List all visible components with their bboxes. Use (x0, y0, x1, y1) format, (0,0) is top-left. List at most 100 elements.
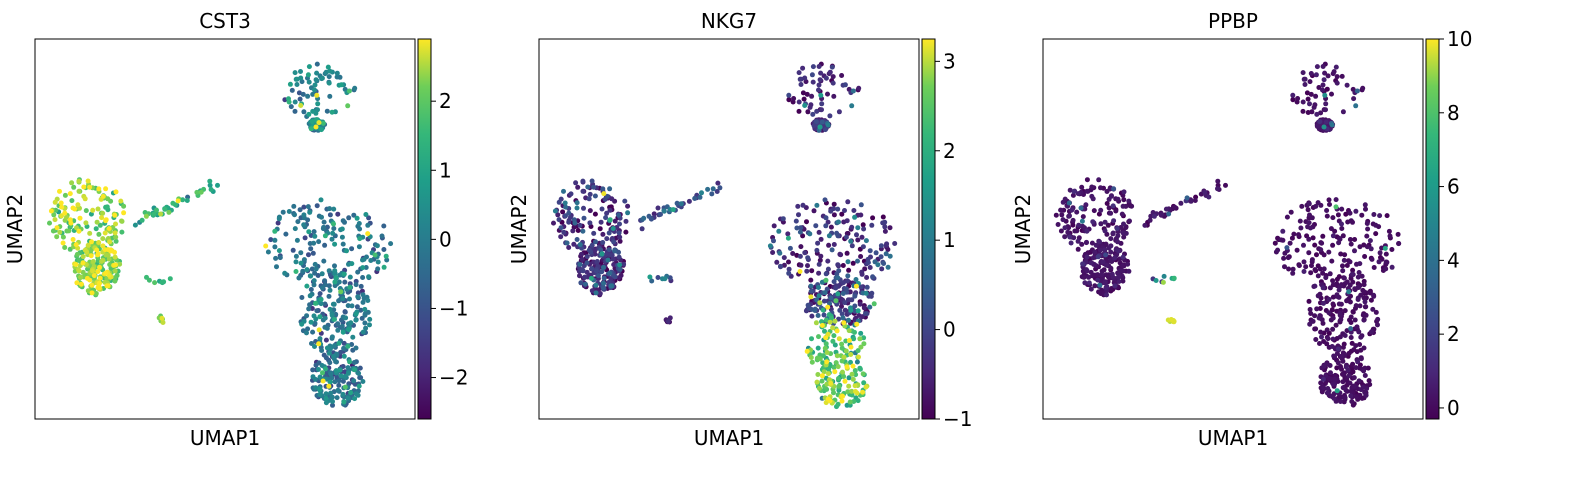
scatter-point (853, 372, 859, 378)
scatter-point (829, 315, 834, 321)
scatter-point (571, 241, 577, 247)
scatter-point (1335, 360, 1341, 366)
scatter-point (340, 218, 346, 224)
scatter-point (812, 308, 818, 313)
scatter-point (1074, 209, 1080, 215)
scatter-point (337, 367, 343, 373)
scatter-point (710, 186, 716, 192)
scatter-point (1383, 251, 1389, 257)
scatter-point (587, 220, 593, 226)
scatter-point (306, 111, 312, 117)
scatter-point (561, 188, 566, 194)
scatter-point (828, 380, 834, 386)
scatter-point (705, 186, 711, 192)
scatter-point (717, 185, 723, 191)
scatter-point (828, 295, 834, 301)
scatter-point (170, 200, 176, 206)
scatter-point (276, 248, 282, 254)
scatter-point (336, 340, 342, 346)
scatter-point (1320, 376, 1326, 382)
scatter-point (851, 208, 857, 213)
scatter-point (119, 229, 125, 235)
scatter-point (1332, 377, 1338, 383)
scatter-point (360, 265, 366, 271)
scatter-point (1333, 197, 1339, 203)
scatter-point (818, 92, 824, 98)
scatter-point (860, 371, 866, 377)
scatter-point (306, 229, 312, 235)
scatter-point (1327, 285, 1333, 291)
scatter-point (1058, 228, 1064, 234)
colorbar-tick-label: −2 (439, 366, 468, 390)
scatter-point (112, 268, 118, 274)
scatter-point (846, 383, 852, 389)
scatter-point (294, 237, 300, 243)
scatter-point (76, 228, 82, 234)
scatter-point (577, 273, 582, 279)
scatter-point (849, 243, 855, 249)
scatter-point (881, 261, 887, 266)
scatter-point (1356, 329, 1362, 335)
scatter-point (603, 252, 609, 258)
scatter-point (808, 283, 814, 289)
scatter-point (52, 217, 58, 223)
scatter-point (322, 315, 328, 321)
scatter-point (863, 311, 868, 317)
scatter-point (592, 211, 598, 217)
scatter-point (1104, 201, 1110, 206)
scatter-point (89, 239, 94, 245)
scatter-point (1188, 198, 1194, 204)
scatter-point (152, 280, 158, 286)
scatter-point (113, 234, 119, 240)
scatter-point (1115, 239, 1121, 245)
scatter-point (356, 244, 362, 250)
scatter-point (1355, 274, 1361, 280)
scatter-point (845, 199, 851, 205)
scatter-point (1326, 249, 1332, 255)
scatter-point (843, 234, 849, 240)
scatter-point (661, 208, 667, 214)
scatter-point (327, 206, 333, 212)
scatter-point (1364, 221, 1370, 226)
scatter-point (810, 64, 816, 70)
scatter-point (574, 200, 580, 206)
scatter-point (824, 350, 830, 355)
scatter-point (1306, 201, 1312, 207)
scatter-point (813, 223, 819, 229)
scatter-point (1307, 307, 1313, 312)
scatter-point (1363, 392, 1369, 398)
scatter-point (798, 225, 804, 231)
scatter-point (327, 360, 333, 366)
scatter-point (819, 378, 825, 384)
scatter-point (113, 221, 118, 227)
scatter-point (846, 267, 852, 273)
scatter-point (100, 210, 106, 216)
scatter-point (324, 345, 330, 351)
scatter-point (1329, 344, 1335, 349)
scatter-point (1172, 204, 1178, 210)
scatter-point (1067, 187, 1073, 193)
scatter-point (813, 320, 819, 326)
scatter-point (1153, 278, 1159, 283)
scatter-point (309, 119, 315, 125)
colorbar (1425, 38, 1440, 420)
scatter-point (809, 72, 815, 78)
scatter-point (1065, 229, 1071, 235)
colorbar (417, 38, 432, 420)
scatter-point (1330, 336, 1336, 342)
scatter-point (1079, 184, 1085, 190)
scatter-point (112, 249, 117, 255)
scatter-point (786, 270, 792, 276)
scatter-point (356, 383, 362, 389)
scatter-point (861, 305, 867, 311)
scatter-point (823, 215, 829, 221)
scatter-point (845, 389, 851, 395)
scatter-point (198, 189, 204, 195)
scatter-point (1320, 270, 1326, 276)
scatter-point (304, 283, 310, 289)
scatter-point (840, 291, 846, 296)
scatter-point (808, 355, 814, 360)
scatter-point (1069, 207, 1075, 213)
scatter-point (1202, 189, 1208, 195)
scatter-point (561, 229, 567, 235)
